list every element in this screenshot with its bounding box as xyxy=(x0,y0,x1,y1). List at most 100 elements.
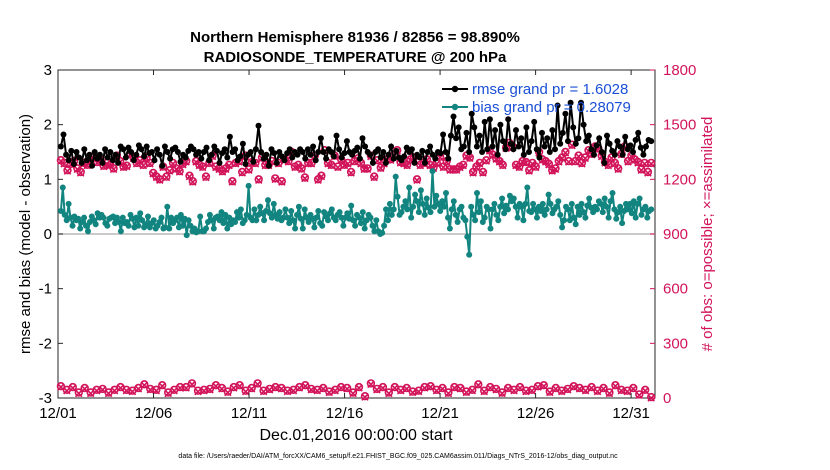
series-point-0 xyxy=(554,102,561,109)
obs-possible-marker xyxy=(412,175,422,184)
series-point-1 xyxy=(257,203,264,210)
obs-assimilated-marker xyxy=(156,176,164,185)
series-point-1 xyxy=(572,221,579,228)
series-point-0 xyxy=(247,149,254,155)
series-point-1 xyxy=(179,222,186,229)
series-point-1 xyxy=(441,203,448,210)
series-point-0 xyxy=(70,161,77,167)
y2-tick-label: 1200 xyxy=(663,171,696,188)
series-point-0 xyxy=(190,146,197,153)
series-point-1 xyxy=(468,203,475,210)
series-point-0 xyxy=(401,153,408,160)
series-point-0 xyxy=(614,138,621,145)
obs-assimilated-marker xyxy=(634,159,642,167)
series-point-1 xyxy=(475,209,482,216)
series-point-0 xyxy=(403,144,410,151)
obs-assimilated-marker xyxy=(459,161,467,170)
series-point-1 xyxy=(344,210,351,217)
series-point-0 xyxy=(466,149,473,155)
obs-assimilated-marker xyxy=(164,389,172,398)
obs-possible-marker xyxy=(354,382,364,392)
series-point-1 xyxy=(522,200,529,207)
series-point-1 xyxy=(609,190,616,196)
series-point-0 xyxy=(265,162,272,169)
obs-assimilated-marker xyxy=(165,167,174,175)
obs-possible-marker xyxy=(109,164,118,173)
obs-assimilated-marker xyxy=(188,380,196,389)
series-point-0 xyxy=(552,146,558,153)
series-point-1 xyxy=(292,225,299,232)
series-point-1 xyxy=(439,198,446,205)
obs-assimilated-marker xyxy=(614,165,622,174)
series-point-0 xyxy=(128,149,135,155)
series-point-1 xyxy=(220,220,227,227)
obs-assimilated-marker xyxy=(327,161,336,170)
series-point-0 xyxy=(515,143,522,150)
obs-assimilated-marker xyxy=(253,380,262,389)
obs-possible-marker xyxy=(228,177,237,186)
y2-tick-label: 300 xyxy=(663,335,688,352)
obs-possible-marker xyxy=(158,381,167,390)
series-point-0 xyxy=(232,146,239,153)
obs-possible-marker xyxy=(300,173,310,182)
series-point-0 xyxy=(130,157,137,164)
series-point-0 xyxy=(486,116,493,123)
obs-assimilated-marker xyxy=(343,385,351,393)
series-point-0 xyxy=(604,132,610,139)
series-point-0 xyxy=(513,127,519,134)
obs-assimilated-marker xyxy=(396,386,405,395)
series-point-0 xyxy=(583,138,590,145)
obs-assimilated-marker xyxy=(456,385,465,393)
series-point-0 xyxy=(533,146,540,153)
series-point-0 xyxy=(89,162,96,169)
obs-assimilated-marker xyxy=(218,385,226,393)
obs-assimilated-marker xyxy=(540,382,548,390)
series-point-1 xyxy=(386,200,393,207)
series-point-1 xyxy=(537,208,544,214)
x-tick-label: 12/31 xyxy=(612,405,650,422)
series-point-1 xyxy=(325,217,331,224)
obs-assimilated-marker xyxy=(640,160,649,168)
obs-assimilated-marker xyxy=(641,386,649,395)
series-point-0 xyxy=(393,147,400,154)
obs-possible-marker xyxy=(360,392,370,401)
obs-assimilated-marker xyxy=(498,389,506,398)
series-point-1 xyxy=(543,206,550,213)
series-point-0 xyxy=(375,146,382,153)
obs-assimilated-marker xyxy=(235,382,244,390)
series-point-0 xyxy=(328,149,335,155)
series-point-1 xyxy=(433,192,440,199)
series-point-0 xyxy=(242,161,249,167)
series-point-1 xyxy=(385,217,391,224)
series-point-1 xyxy=(462,217,469,224)
series-point-0 xyxy=(572,140,579,147)
series-point-1 xyxy=(628,210,635,217)
series-point-0 xyxy=(252,146,259,153)
series-point-0 xyxy=(481,118,488,125)
series-point-1 xyxy=(410,203,417,210)
obs-possible-marker xyxy=(640,385,650,394)
obs-assimilated-marker xyxy=(432,386,441,395)
series-point-0 xyxy=(226,133,233,140)
obs-possible-marker xyxy=(187,379,197,388)
series-point-0 xyxy=(211,143,218,150)
obs-assimilated-marker xyxy=(295,384,304,392)
series-point-1 xyxy=(499,195,506,202)
obs-assimilated-marker xyxy=(140,381,149,390)
obs-assimilated-marker xyxy=(98,386,107,394)
obs-possible-marker xyxy=(643,167,653,177)
series-point-0 xyxy=(549,127,556,134)
obs-assimilated-marker xyxy=(563,386,572,394)
series-point-0 xyxy=(627,142,634,149)
obs-assimilated-marker xyxy=(480,387,488,396)
series-point-0 xyxy=(156,151,163,158)
series-point-1 xyxy=(183,232,190,239)
series-point-1 xyxy=(383,206,389,213)
obs-possible-marker xyxy=(122,161,132,170)
obs-assimilated-marker xyxy=(363,165,372,174)
series-point-0 xyxy=(520,151,527,158)
series-point-0 xyxy=(78,159,85,166)
obs-assimilated-marker xyxy=(647,160,655,168)
obs-possible-marker xyxy=(544,159,554,169)
x-tick-label: 12/01 xyxy=(39,405,77,422)
